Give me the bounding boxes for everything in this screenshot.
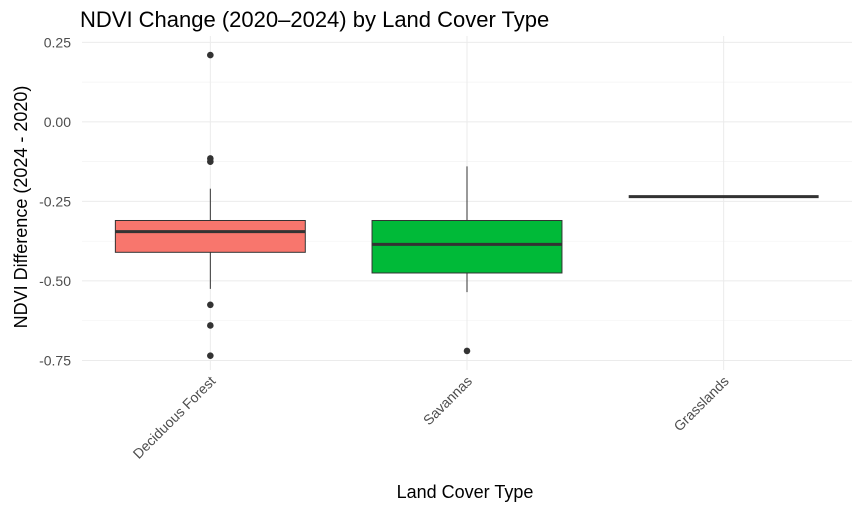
y-axis-title: NDVI Difference (2024 - 2020) [11, 86, 31, 329]
plot-area [114, 51, 819, 359]
outlier-point [207, 322, 214, 329]
y-axis: 0.25 0.00 -0.25 -0.50 -0.75 [39, 34, 71, 368]
box-group [114, 51, 306, 359]
y-tick-label: -0.75 [39, 352, 71, 368]
x-tick-label: Grasslands [670, 373, 731, 434]
box-group [371, 166, 563, 355]
outlier-point [207, 158, 214, 165]
x-axis: Deciduous Forest Savannas Grasslands [130, 373, 732, 462]
box [114, 219, 306, 253]
outlier-point [207, 301, 214, 309]
outlier-point [207, 352, 214, 359]
y-tick-label: 0.00 [44, 114, 71, 130]
outlier-point [207, 51, 214, 59]
chart-title: NDVI Change (2020–2024) by Land Cover Ty… [80, 7, 549, 32]
box [371, 219, 563, 274]
x-tick-label: Deciduous Forest [130, 373, 219, 462]
x-tick-label: Savannas [420, 373, 475, 428]
y-tick-label: -0.25 [39, 193, 71, 209]
y-tick-label: 0.25 [44, 34, 71, 50]
outlier-point [463, 347, 471, 355]
x-axis-title: Land Cover Type [397, 482, 534, 502]
y-tick-label: -0.50 [39, 273, 71, 289]
